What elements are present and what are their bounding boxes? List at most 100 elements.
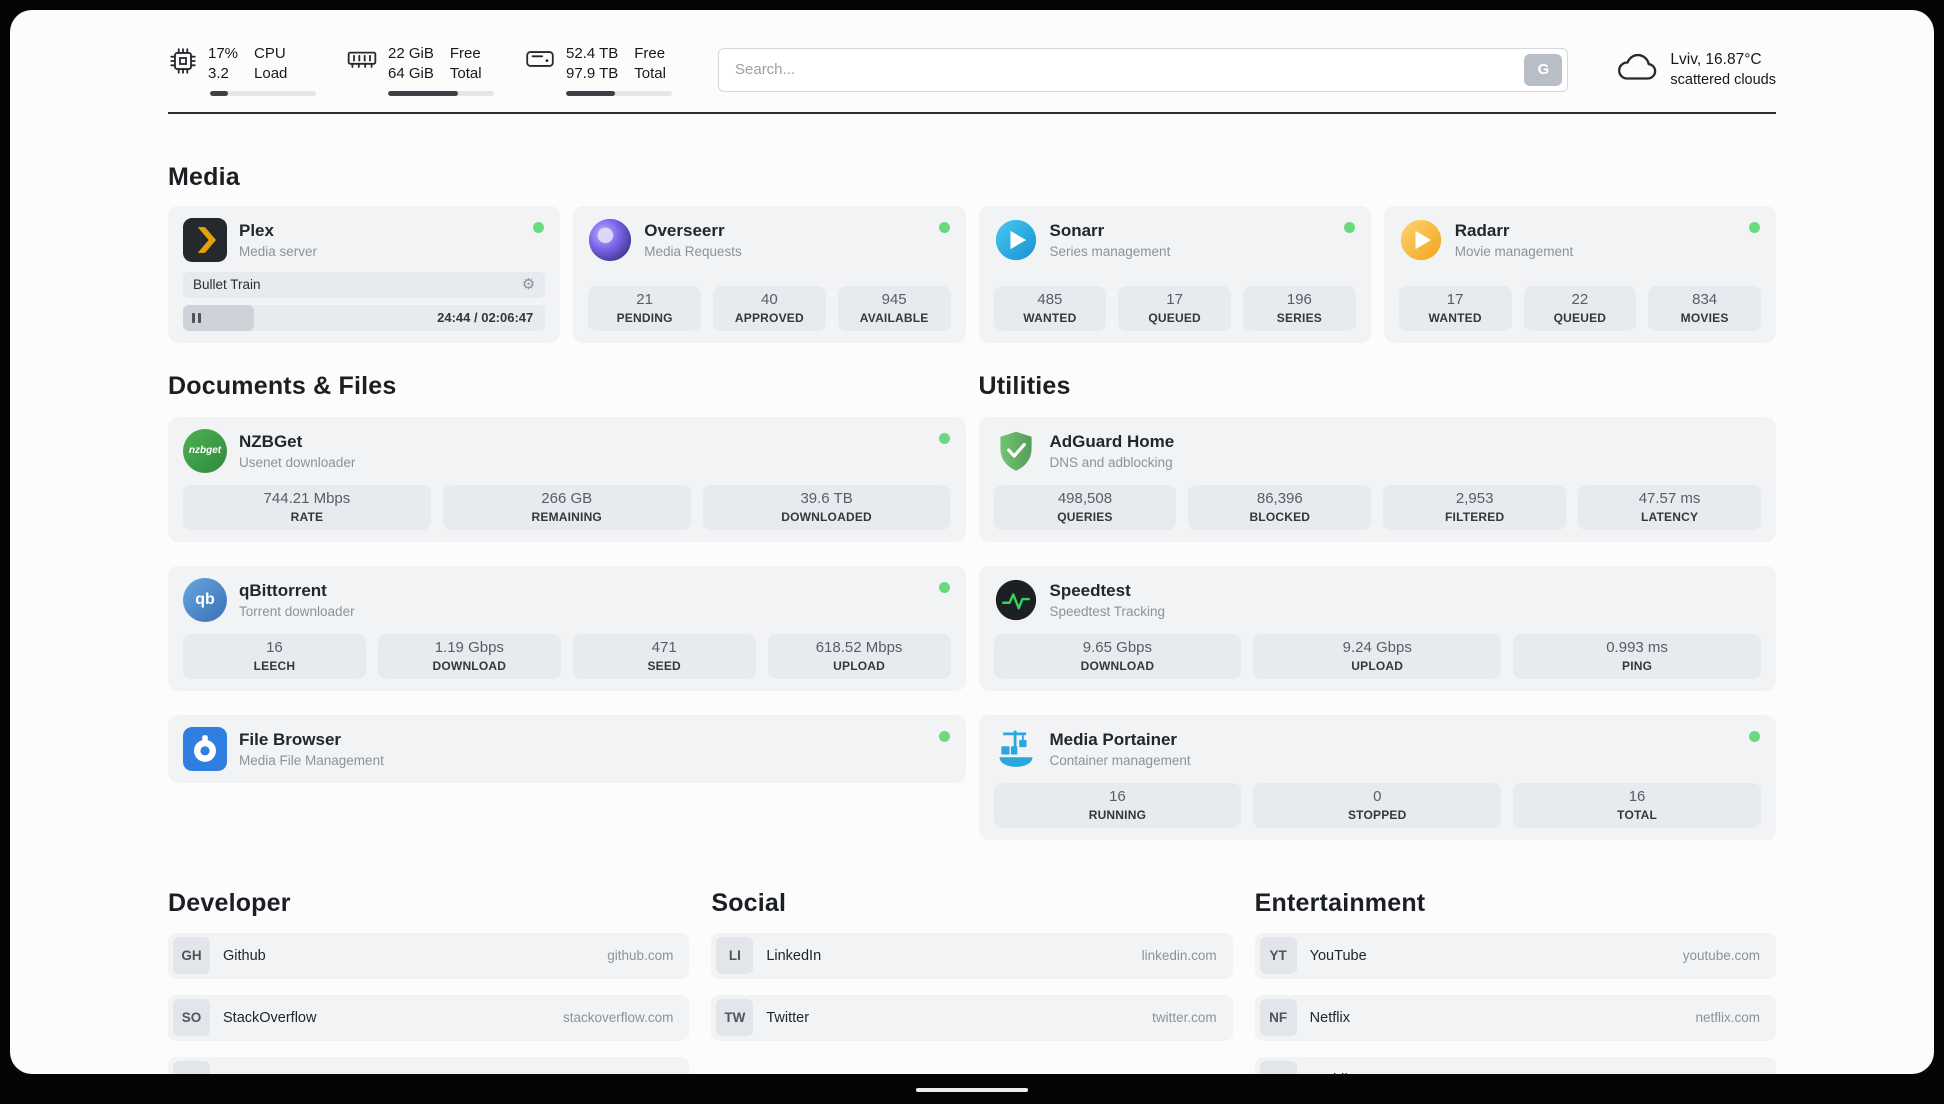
stat-label: QUEUED [1553, 310, 1607, 325]
status-online-dot [1749, 730, 1760, 742]
stat-rate: 744.21 Mbps RATE [183, 484, 431, 530]
bookmark-abbr: TW [716, 999, 754, 1037]
bookmark-linkedin[interactable]: LI LinkedIn linkedin.com [711, 932, 1233, 979]
bookmark-netflix[interactable]: NF Netflix netflix.com [1254, 994, 1776, 1041]
speedtest-icon [994, 578, 1038, 622]
sonarr-card[interactable]: Sonarr Series management 485 WANTED 17 Q… [978, 205, 1371, 343]
bookmark-reddit[interactable]: RE Reddit reddit.com [1254, 1056, 1776, 1074]
bookmark-name: DEV [223, 1072, 253, 1074]
pause-icon[interactable] [192, 312, 201, 323]
app-subtitle: Usenet downloader [239, 454, 356, 470]
dashboard-page: 17% 3.2 CPU Load [10, 10, 1934, 1074]
stat-pending: 21 PENDING [588, 285, 701, 331]
stat-label: FILTERED [1445, 509, 1505, 524]
radarr-card[interactable]: Radarr Movie management 17 WANTED 22 QUE… [1383, 205, 1776, 343]
stat-value: 17 [1446, 290, 1464, 308]
stat-remaining: 266 GB REMAINING [442, 484, 691, 530]
stat-series: 196 SERIES [1243, 285, 1356, 331]
bookmark-stackoverflow[interactable]: SO StackOverflow stackoverflow.com [168, 994, 690, 1041]
search: G [718, 47, 1569, 92]
stat-value: 39.6 TB [800, 489, 853, 507]
stat-label: RATE [290, 509, 324, 524]
now-playing-row: Bullet Train ⚙ [183, 271, 546, 298]
app-title: AdGuard Home [1049, 432, 1175, 452]
bookmark-url: dev.to [638, 1072, 674, 1074]
stat-download: 1.19 Gbps DOWNLOAD [377, 633, 561, 679]
stat-downloaded: 39.6 TB DOWNLOADED [702, 484, 951, 530]
qbittorrent-card[interactable]: qb qBittorrent Torrent downloader 16 LEE… [168, 565, 966, 691]
developer-column: Developer GH Github github.com SO StackO… [168, 888, 690, 1074]
bookmark-name: StackOverflow [223, 1009, 317, 1026]
playback-time: 24:44 / 02:06:47 [437, 309, 534, 325]
bookmark-url: stackoverflow.com [563, 1010, 674, 1026]
section-bookmarks: Developer GH Github github.com SO StackO… [168, 888, 1776, 1074]
app-title: File Browser [239, 730, 342, 750]
bookmark-youtube[interactable]: YT YouTube youtube.com [1254, 932, 1776, 979]
stat-value: 485 [1037, 290, 1063, 308]
cpu-widget: 17% 3.2 CPU Load [168, 44, 316, 96]
cpu-chip-icon [168, 46, 198, 76]
stat-stopped: 0 STOPPED [1253, 782, 1502, 828]
bookmark-twitter[interactable]: TW Twitter twitter.com [711, 994, 1233, 1041]
status-online-dot [533, 221, 545, 233]
status-online-dot [1343, 221, 1355, 233]
stat-value: 266 GB [541, 489, 593, 507]
stat-value: 834 [1692, 290, 1718, 308]
search-engine-button[interactable]: G [1524, 53, 1563, 86]
bookmark-name: Reddit [1310, 1072, 1352, 1074]
overseerr-card[interactable]: Overseerr Media Requests 21 PENDING 40 A… [573, 205, 966, 343]
stat-value: 86,396 [1256, 489, 1303, 507]
nzbget-card[interactable]: nzbget NZBGet Usenet downloader 744.21 M… [168, 416, 966, 542]
cpu-load-value: 3.2 [208, 64, 229, 82]
portainer-card[interactable]: Media Portainer Container management 16 … [978, 714, 1776, 840]
plex-card[interactable]: Plex Media server Bullet Train ⚙ 24:44 /… [168, 205, 561, 343]
stat-value: 498,508 [1057, 489, 1113, 507]
bookmark-abbr: GH [173, 937, 210, 975]
memory-total-value: 64 GiB [388, 64, 434, 82]
gear-icon[interactable]: ⚙ [521, 275, 536, 293]
stat-label: WANTED [1023, 310, 1077, 325]
stat-label: TOTAL [1617, 807, 1658, 822]
speedtest-card[interactable]: Speedtest Speedtest Tracking 9.65 Gbps D… [978, 565, 1776, 691]
stat-download: 9.65 Gbps DOWNLOAD [993, 633, 1242, 679]
documents-column: Documents & Files nzbget NZBGet Usenet d… [168, 371, 966, 840]
stat-queries: 498,508 QUERIES [993, 484, 1177, 530]
stat-value: 21 [636, 290, 653, 308]
stat-label: PENDING [616, 310, 673, 325]
stat-label: DOWNLOAD [432, 658, 507, 673]
stat-wanted: 485 WANTED [993, 285, 1107, 331]
stat-value: 16 [1628, 787, 1646, 805]
app-title: NZBGet [239, 432, 303, 452]
bookmark-abbr: NF [1259, 999, 1297, 1037]
bookmark-name: YouTube [1309, 947, 1367, 964]
stat-label: SERIES [1276, 310, 1322, 325]
bookmark-dev[interactable]: DT DEV dev.to [168, 1056, 690, 1074]
bookmark-url: linkedin.com [1141, 948, 1217, 964]
storage-total-value: 97.9 TB [566, 64, 619, 82]
qbittorrent-icon-text: qb [195, 590, 215, 608]
bookmark-url: github.com [607, 948, 674, 964]
app-subtitle: Media server [239, 243, 318, 259]
stat-queued: 17 QUEUED [1118, 285, 1231, 331]
radarr-icon [1399, 218, 1443, 262]
search-input[interactable] [718, 47, 1569, 92]
storage-values: 52.4 TB 97.9 TB [566, 44, 618, 84]
status-online-dot [938, 432, 950, 444]
stat-wanted: 17 WANTED [1398, 285, 1512, 331]
bookmark-abbr: YT [1259, 937, 1297, 975]
bookmark-abbr: SO [173, 999, 210, 1037]
storage-widget: 52.4 TB 97.9 TB Free Total [524, 44, 672, 96]
app-subtitle: Container management [1049, 752, 1191, 768]
status-online-dot [1749, 221, 1760, 233]
bookmark-github[interactable]: GH Github github.com [168, 932, 690, 979]
stat-value: 471 [651, 638, 677, 656]
app-subtitle: Speedtest Tracking [1049, 603, 1166, 619]
adguard-card[interactable]: AdGuard Home DNS and adblocking 498,508 … [978, 416, 1776, 542]
app-title: Speedtest [1049, 581, 1131, 601]
developer-heading: Developer [168, 888, 291, 917]
stat-label: PING [1622, 658, 1653, 673]
stat-queued: 22 QUEUED [1523, 285, 1637, 331]
stat-value: 196 [1286, 290, 1312, 308]
stat-label: AVAILABLE [859, 310, 929, 325]
filebrowser-card[interactable]: File Browser Media File Management [168, 714, 966, 783]
